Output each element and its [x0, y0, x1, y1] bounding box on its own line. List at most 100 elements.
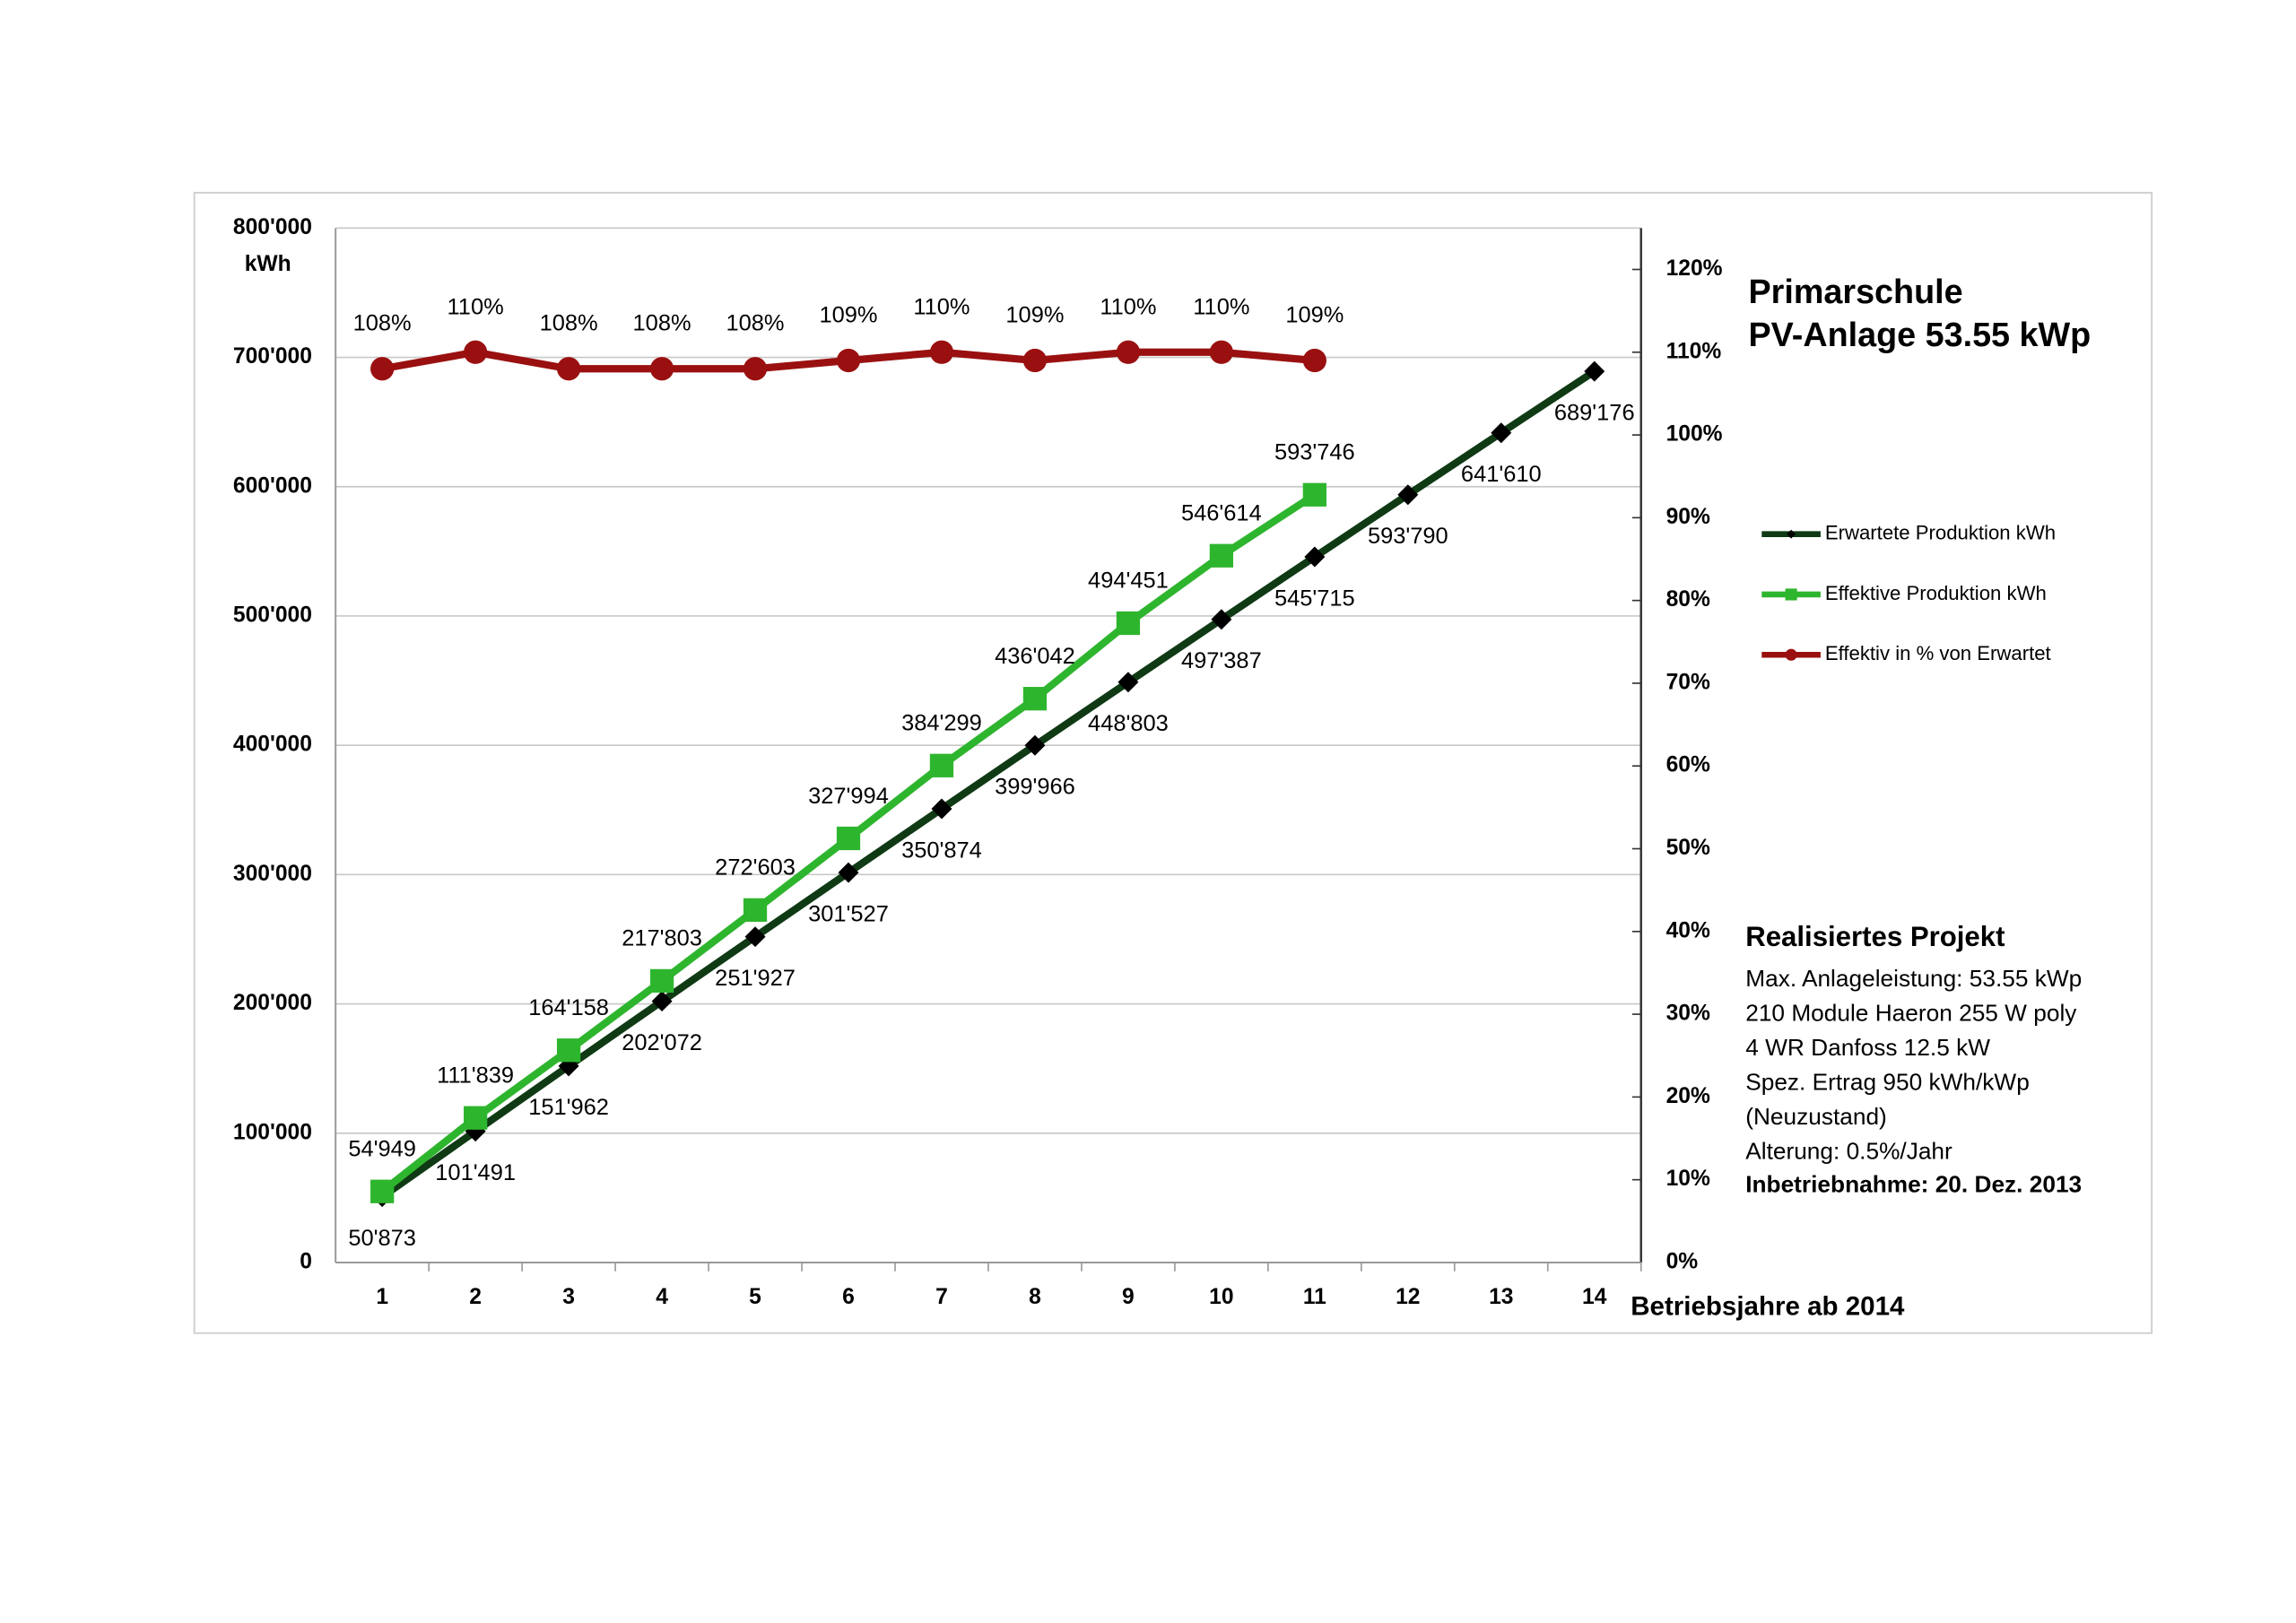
x-tick-label: 6: [842, 1285, 855, 1309]
data-label: 109%: [819, 303, 877, 328]
annotation-line: (Neuzustand): [1745, 1103, 1887, 1130]
data-label: 110%: [1100, 294, 1156, 319]
data-label: 448'803: [1088, 711, 1169, 736]
data-label: 50'873: [348, 1226, 416, 1251]
data-label: 108%: [540, 311, 598, 336]
data-label: 251'927: [715, 966, 796, 991]
annotation-line: Spez. Ertrag 950 kWh/kWp: [1745, 1069, 2030, 1096]
legend-marker: [1785, 648, 1797, 661]
point: [1022, 687, 1048, 711]
point: [836, 826, 861, 851]
data-label: 54'949: [348, 1136, 416, 1161]
x-tick-label: 9: [1122, 1285, 1135, 1309]
point: [929, 340, 954, 364]
point: [1302, 348, 1326, 373]
annotation-line: 4 WR Danfoss 12.5 kW: [1745, 1034, 1990, 1061]
data-label: 151'962: [528, 1095, 609, 1120]
y-tick-label: 100'000: [233, 1120, 312, 1144]
series-line: [379, 368, 1597, 1200]
point: [649, 968, 674, 994]
y-tick-label: 600'000: [233, 473, 312, 498]
point: [556, 357, 581, 381]
data-label: 217'803: [622, 926, 702, 951]
legend-label: Effektive Produktion kWh: [1825, 582, 2047, 604]
data-label: 202'072: [622, 1030, 702, 1055]
data-label: 164'158: [528, 995, 609, 1020]
y-tick-label: 500'000: [233, 603, 312, 627]
y-tick-label: 400'000: [233, 733, 312, 757]
x-tick-label: 2: [469, 1285, 482, 1309]
legend-label: Effektiv in % von Erwartet: [1825, 642, 2051, 664]
y2-tick-label: 100%: [1666, 422, 1723, 447]
y-axis-label: kWh: [245, 252, 291, 276]
point: [931, 798, 952, 820]
y-tick-label: 800'000: [233, 215, 312, 239]
point: [1022, 348, 1048, 373]
point: [1209, 340, 1234, 364]
chart-title: Primarschule: [1749, 273, 1963, 310]
point: [1116, 340, 1141, 364]
data-label: 436'042: [995, 644, 1075, 669]
point: [743, 357, 768, 381]
data-label: 301'527: [808, 901, 889, 926]
x-tick-label: 7: [935, 1285, 948, 1309]
x-tick-label: 3: [562, 1285, 575, 1309]
legend-label: Erwartete Produktion kWh: [1825, 522, 2056, 544]
y2-tick-label: 10%: [1666, 1167, 1710, 1191]
x-tick-label: 8: [1029, 1285, 1041, 1309]
data-label: 108%: [633, 311, 691, 336]
y-tick-label: 700'000: [233, 344, 312, 369]
point: [1116, 611, 1141, 636]
x-tick-label: 14: [1582, 1285, 1607, 1309]
y-tick-label: 300'000: [233, 862, 312, 886]
data-label: 111'839: [437, 1063, 514, 1088]
data-label: 593'790: [1368, 524, 1448, 549]
point: [464, 340, 488, 364]
data-label: 399'966: [995, 775, 1075, 800]
x-tick-label: 5: [749, 1285, 761, 1309]
point: [1584, 360, 1605, 382]
point: [838, 862, 859, 883]
point: [1209, 543, 1234, 568]
y2-tick-label: 20%: [1666, 1084, 1710, 1108]
x-tick-label: 4: [656, 1285, 668, 1309]
y2-tick-label: 30%: [1666, 1002, 1710, 1026]
data-label: 497'387: [1181, 648, 1262, 673]
y2-tick-label: 110%: [1666, 339, 1722, 363]
data-label: 545'715: [1274, 586, 1355, 611]
data-label: 109%: [1005, 303, 1064, 328]
x-tick-label: 10: [1209, 1285, 1233, 1309]
point: [464, 1106, 488, 1130]
annotation-heading: Realisiertes Projekt: [1745, 921, 2005, 952]
y2-tick-label: 60%: [1666, 753, 1710, 777]
legend-marker: [1787, 529, 1796, 539]
point: [836, 348, 861, 373]
point: [370, 357, 395, 381]
x-axis-label: Betriebsjahre ab 2014: [1631, 1292, 1905, 1322]
point: [929, 753, 954, 777]
point: [1211, 609, 1232, 630]
chart-frame: [193, 191, 2153, 1334]
data-label: 101'491: [435, 1160, 516, 1185]
data-label: 494'451: [1088, 568, 1169, 594]
data-label: 108%: [726, 311, 785, 336]
point: [743, 898, 768, 922]
annotation-line: 210 Module Haeron 255 W poly: [1745, 999, 2077, 1026]
data-label: 689'176: [1554, 400, 1635, 425]
x-tick-label: 12: [1396, 1285, 1420, 1309]
data-label: 350'874: [901, 838, 982, 863]
y2-tick-label: 0%: [1666, 1249, 1699, 1273]
data-label: 109%: [1285, 303, 1344, 328]
data-label: 327'994: [808, 784, 889, 809]
data-label: 110%: [913, 294, 970, 319]
annotation-line: Alterung: 0.5%/Jahr: [1745, 1138, 1952, 1165]
x-tick-label: 1: [376, 1285, 388, 1309]
data-label: 641'610: [1461, 462, 1542, 487]
point: [370, 1179, 395, 1203]
data-label: 110%: [448, 294, 504, 319]
chart-title: PV-Anlage 53.55 kWp: [1749, 316, 2092, 353]
x-tick-label: 11: [1303, 1285, 1326, 1309]
data-label: 110%: [1193, 294, 1249, 319]
y2-tick-label: 40%: [1666, 918, 1710, 942]
